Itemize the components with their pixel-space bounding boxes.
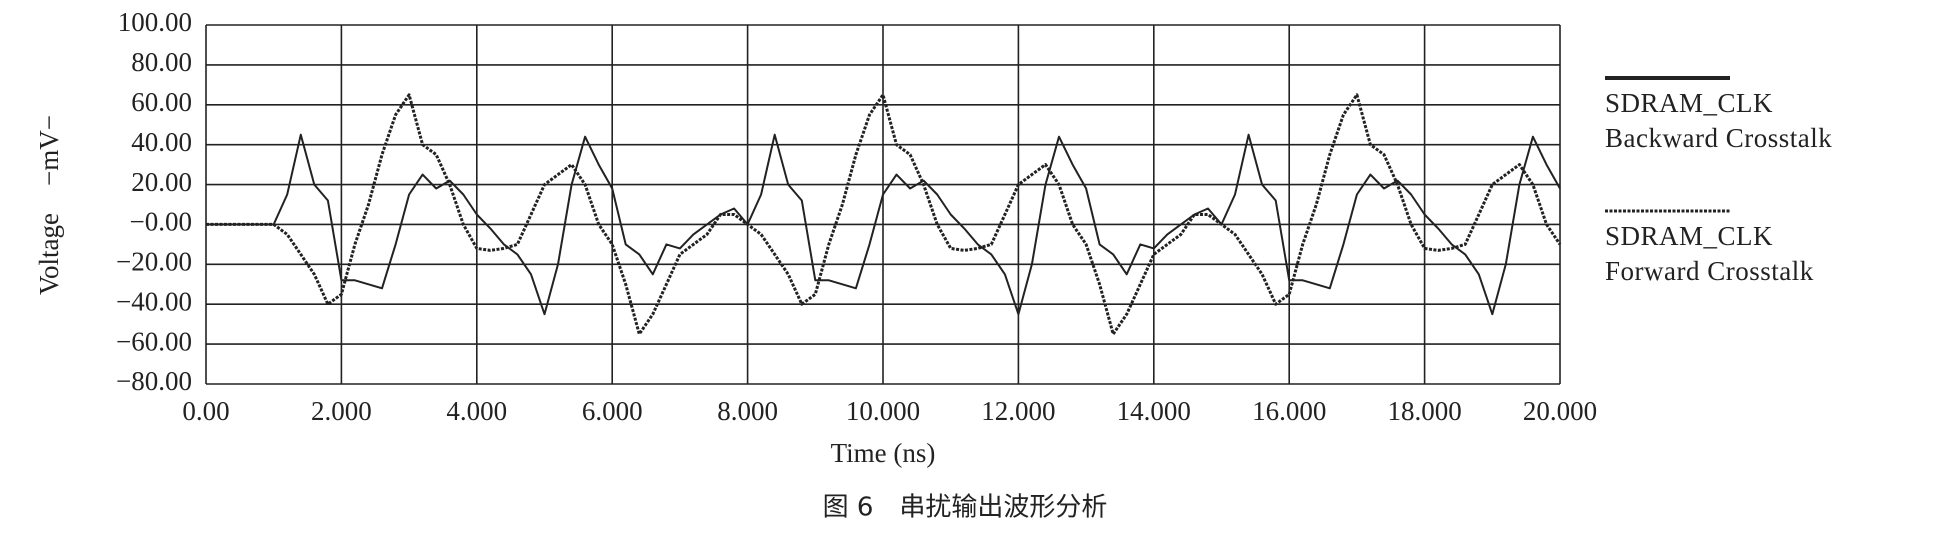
x-axis-title: Time (ns)	[831, 438, 936, 468]
x-tick-label: 20.000	[1523, 396, 1597, 426]
series-line	[206, 133, 1561, 316]
y-tick-label: 60.00	[131, 87, 192, 117]
x-tick-label: 12.000	[981, 396, 1055, 426]
y-tick-label: 80.00	[131, 47, 192, 77]
y-axis-title: Voltage −mV−	[34, 115, 64, 295]
x-tick-label: 18.000	[1387, 396, 1461, 426]
y-tick-label: −20.00	[116, 247, 192, 277]
x-tick-label: 4.000	[446, 396, 507, 426]
y-tick-label: 20.00	[131, 167, 192, 197]
x-tick-label: 6.000	[582, 396, 643, 426]
y-tick-label: −60.00	[116, 326, 192, 356]
x-tick-label: 0.00	[182, 396, 229, 426]
y-tick-label: −40.00	[116, 286, 192, 316]
y-tick-label: −0.00	[130, 207, 192, 237]
x-tick-label: 2.000	[311, 396, 372, 426]
x-tick-label: 10.000	[846, 396, 920, 426]
caption: 图 6 串扰输出波形分析	[823, 493, 1108, 523]
legend-label: SDRAM_CLK Forward Crosstalk	[1605, 221, 1814, 286]
x-tick-label: 16.000	[1252, 396, 1326, 426]
legend-label: SDRAM_CLK Backward Crosstalk	[1605, 88, 1833, 153]
y-tick-label: −80.00	[116, 366, 192, 396]
series-line	[206, 93, 1562, 336]
y-tick-label: 100.00	[118, 7, 192, 37]
x-tick-label: 14.000	[1117, 396, 1191, 426]
x-tick-label: 8.000	[717, 396, 778, 426]
y-tick-label: 40.00	[131, 127, 192, 157]
